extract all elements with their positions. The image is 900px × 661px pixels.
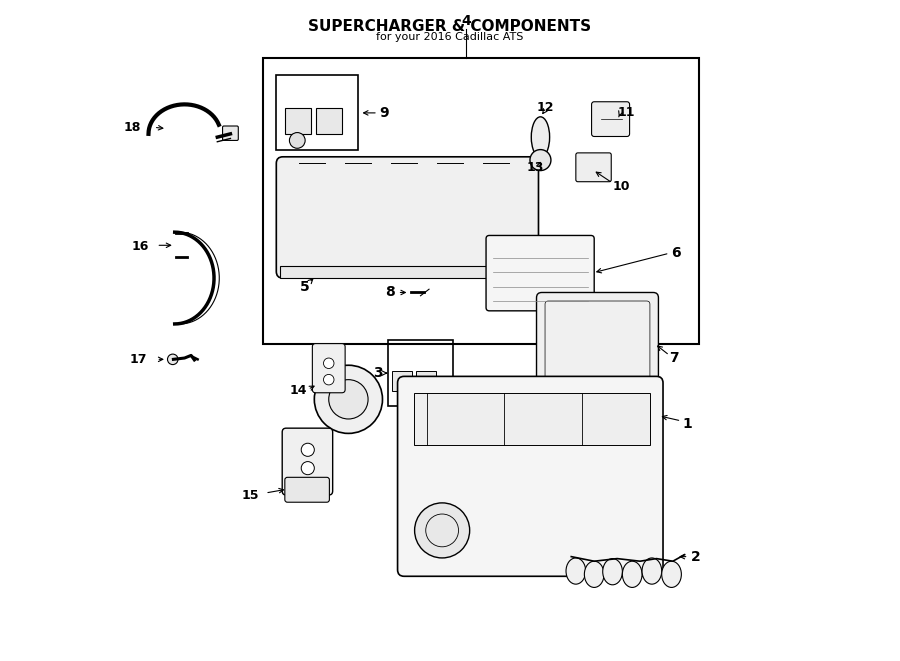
- Circle shape: [302, 444, 314, 456]
- Ellipse shape: [623, 561, 642, 588]
- FancyBboxPatch shape: [398, 376, 663, 576]
- Bar: [316, 108, 342, 134]
- Bar: [280, 266, 536, 278]
- Circle shape: [323, 358, 334, 369]
- FancyBboxPatch shape: [283, 428, 333, 495]
- Ellipse shape: [642, 558, 662, 584]
- Text: 17: 17: [130, 354, 148, 366]
- Ellipse shape: [662, 561, 681, 588]
- Ellipse shape: [584, 561, 604, 588]
- FancyBboxPatch shape: [222, 126, 239, 140]
- Text: for your 2016 Cadillac ATS: for your 2016 Cadillac ATS: [376, 32, 524, 42]
- Bar: [416, 371, 436, 391]
- Text: 11: 11: [617, 106, 635, 120]
- Text: 4: 4: [462, 14, 472, 28]
- Bar: [276, 75, 358, 150]
- Bar: [284, 108, 311, 134]
- FancyBboxPatch shape: [576, 153, 611, 182]
- Ellipse shape: [531, 117, 550, 157]
- Circle shape: [415, 503, 470, 558]
- Text: 9: 9: [380, 106, 390, 120]
- FancyBboxPatch shape: [591, 102, 630, 136]
- Ellipse shape: [603, 559, 623, 585]
- FancyBboxPatch shape: [536, 292, 659, 388]
- Circle shape: [323, 374, 334, 385]
- Text: 10: 10: [613, 180, 630, 193]
- Text: 2: 2: [691, 550, 701, 564]
- FancyBboxPatch shape: [486, 235, 594, 311]
- Text: SUPERCHARGER & COMPONENTS: SUPERCHARGER & COMPONENTS: [309, 19, 591, 34]
- Circle shape: [314, 366, 382, 434]
- Circle shape: [328, 379, 368, 419]
- Circle shape: [290, 133, 305, 148]
- Circle shape: [302, 461, 314, 475]
- Text: 14: 14: [290, 384, 307, 397]
- Text: 16: 16: [131, 240, 149, 253]
- Text: 3: 3: [374, 366, 382, 380]
- FancyBboxPatch shape: [284, 477, 329, 502]
- FancyBboxPatch shape: [276, 157, 538, 278]
- Circle shape: [167, 354, 178, 365]
- Bar: [392, 371, 412, 391]
- Text: 12: 12: [536, 101, 554, 114]
- Circle shape: [398, 391, 410, 404]
- Text: 5: 5: [300, 280, 310, 293]
- Text: 18: 18: [123, 121, 140, 134]
- Text: 8: 8: [385, 286, 394, 299]
- Text: 6: 6: [671, 246, 681, 260]
- Bar: [263, 58, 699, 344]
- Ellipse shape: [566, 558, 586, 584]
- Text: 13: 13: [526, 161, 544, 175]
- Text: 7: 7: [670, 351, 679, 365]
- Text: 15: 15: [241, 489, 258, 502]
- Text: 1: 1: [682, 416, 692, 430]
- Bar: [388, 340, 454, 406]
- Circle shape: [530, 149, 551, 171]
- FancyBboxPatch shape: [312, 344, 345, 393]
- Bar: [414, 393, 650, 446]
